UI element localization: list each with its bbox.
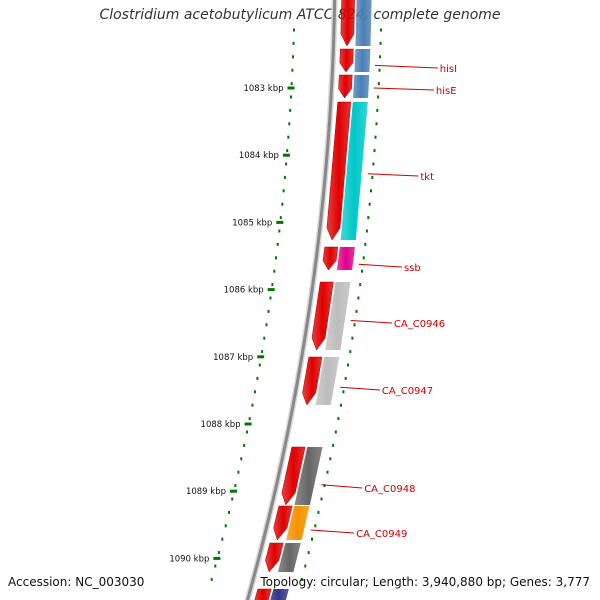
gene-arrow[interactable] [322, 246, 339, 271]
genome-backbone [245, 0, 337, 600]
gene-label[interactable]: tkt [420, 172, 434, 183]
outer-tick-track [300, 28, 382, 581]
gene-label[interactable]: ssb [404, 263, 421, 274]
gene-arrow[interactable] [265, 542, 284, 573]
gene-label-leader [367, 173, 419, 177]
inner-tick-track [210, 28, 295, 581]
gene-label[interactable]: CA_C0948 [364, 484, 415, 495]
scale-label: 1083 kbp [243, 84, 283, 94]
major-tick-mark [267, 288, 275, 292]
gene-label-leader [374, 64, 438, 69]
gene-arrow[interactable] [338, 74, 353, 99]
major-tick-mark [276, 220, 284, 224]
gene-feature-block[interactable] [294, 447, 323, 505]
gene-label[interactable]: CA_C0949 [356, 529, 407, 540]
gene-feature-block[interactable] [355, 0, 372, 46]
gene-label-leader [310, 529, 355, 534]
scale-label: 1088 kbp [201, 420, 241, 430]
major-tick-mark [213, 556, 221, 560]
gene-arrow[interactable] [326, 101, 352, 241]
gene-label-leader [340, 386, 380, 391]
scale-label: 1085 kbp [232, 218, 272, 228]
gene-label[interactable]: CA_C0946 [394, 319, 445, 330]
genome-summary-text: Topology: circular; Length: 3,940,880 bp… [260, 575, 590, 589]
gene-label-leader [373, 87, 434, 91]
gene-feature-block[interactable] [340, 102, 368, 240]
gene-arrow[interactable] [273, 505, 293, 541]
gene-feature-block[interactable] [336, 247, 355, 270]
major-tick-mark [282, 153, 290, 157]
scale-label: 1087 kbp [213, 353, 253, 363]
gene-label-leader [358, 263, 403, 268]
scale-label: 1084 kbp [239, 151, 279, 161]
gene-arrow[interactable] [311, 281, 334, 351]
scale-label: 1090 kbp [169, 554, 209, 564]
major-tick-mark [244, 422, 252, 426]
gene-arrow[interactable] [339, 48, 354, 73]
gene-label-leader [321, 484, 363, 489]
gene-label[interactable]: hisI [440, 64, 457, 75]
scale-label: 1089 kbp [186, 487, 226, 497]
major-tick-mark [287, 86, 295, 90]
gene-feature-block[interactable] [354, 49, 371, 72]
major-tick-mark [257, 355, 265, 359]
accession-text: Accession: NC_003030 [8, 575, 145, 589]
gene-label[interactable]: CA_C0947 [382, 386, 433, 397]
gene-label-leader [350, 320, 392, 324]
major-tick-mark [230, 489, 237, 493]
gene-feature-block[interactable] [325, 282, 351, 350]
gene-feature-block[interactable] [315, 357, 340, 405]
gene-feature-block[interactable] [268, 589, 289, 600]
gene-arrow[interactable] [281, 446, 306, 506]
gene-label[interactable]: hisE [436, 86, 457, 97]
map-title: Clostridium acetobutylicum ATCC 824, com… [99, 7, 501, 23]
gene-feature-block[interactable] [286, 506, 310, 540]
gene-feature-block[interactable] [353, 75, 370, 98]
gene-arrow[interactable] [302, 356, 323, 406]
gene-arrow[interactable] [340, 0, 355, 47]
gene-feature-block[interactable] [277, 543, 301, 572]
gene-arrow[interactable] [254, 588, 272, 600]
scale-label: 1086 kbp [224, 286, 264, 296]
